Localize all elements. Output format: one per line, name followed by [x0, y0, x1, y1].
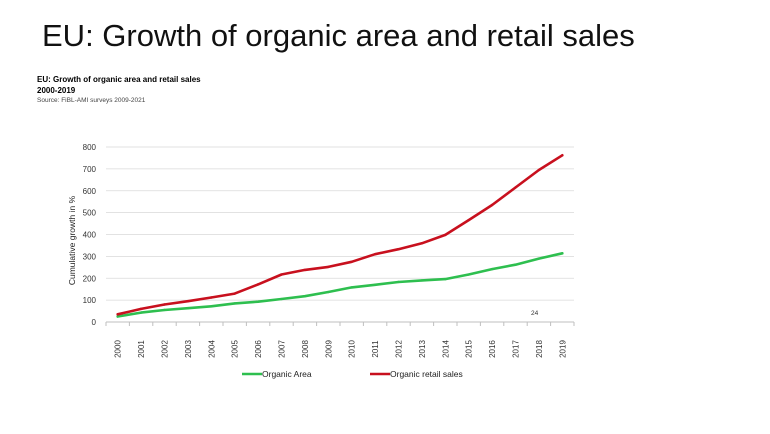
chart-title: EU: Growth of organic area and retail sa…: [37, 75, 201, 84]
data-point: [373, 252, 377, 256]
series-line-organic-area: [116, 252, 564, 318]
x-tick-label: 2013: [418, 340, 427, 358]
x-tick-label: 2017: [512, 340, 521, 358]
data-point: [163, 303, 166, 306]
x-tick-label: 2000: [114, 340, 123, 358]
y-tick-label: 300: [83, 252, 97, 261]
x-tick-label: 2009: [324, 340, 333, 358]
x-tick-label: 2003: [184, 340, 193, 358]
data-point: [490, 203, 494, 207]
x-tick-label: 2019: [558, 340, 567, 358]
data-point: [537, 168, 541, 172]
data-point: [561, 252, 564, 255]
y-tick-label: 600: [83, 187, 97, 196]
data-point: [350, 260, 353, 264]
y-axis-label: Cumulative growth in %: [67, 195, 77, 285]
legend-label: Organic retail sales: [390, 369, 463, 379]
series-line-organic-retail-sales: [116, 154, 564, 316]
x-tick-label: 2007: [278, 340, 287, 358]
data-point: [420, 242, 424, 245]
data-point: [233, 302, 236, 305]
data-point: [420, 279, 424, 282]
x-tick-label: 2015: [465, 340, 474, 358]
legend-label: Organic Area: [262, 369, 312, 379]
data-point: [561, 154, 564, 157]
chart-source: Source: FiBL-AMI surveys 2009-2021: [37, 97, 146, 104]
data-point: [490, 267, 494, 271]
data-point: [116, 313, 119, 316]
data-point: [139, 307, 143, 311]
x-tick-label: 2011: [371, 340, 380, 358]
data-point: [397, 247, 400, 251]
data-point: [537, 257, 541, 260]
data-point: [467, 218, 470, 222]
y-tick-label: 500: [83, 209, 97, 218]
data-point: [280, 297, 283, 301]
y-tick-label: 200: [83, 274, 97, 283]
data-point: [327, 265, 330, 269]
data-point: [467, 273, 470, 276]
data-point: [139, 311, 143, 314]
footer-strip: [0, 428, 770, 434]
data-point: [186, 307, 190, 310]
x-tick-label: 2010: [348, 340, 357, 358]
data-point: [444, 277, 447, 281]
chart-subtitle: 2000-2019: [37, 86, 76, 95]
slide-title: EU: Growth of organic area and retail sa…: [42, 18, 635, 53]
x-tick-label: 2014: [441, 340, 450, 358]
x-tick-label: 2005: [231, 340, 240, 358]
chart-header: EU: Growth of organic area and retail sa…: [37, 74, 201, 105]
x-tick-label: 2002: [161, 340, 170, 358]
x-tick-label: 2016: [488, 340, 497, 358]
x-tick-label: 2006: [254, 340, 263, 358]
x-tick-label: 2004: [207, 340, 216, 358]
data-point: [256, 283, 260, 286]
y-tick-label: 400: [83, 231, 97, 240]
data-point: [210, 305, 213, 308]
data-point: [444, 233, 447, 237]
y-tick-label: 800: [83, 143, 97, 152]
data-point: [514, 186, 517, 189]
data-point: [186, 300, 190, 303]
data-point: [163, 308, 166, 312]
x-tick-label: 2012: [395, 340, 404, 358]
y-tick-label: 100: [83, 296, 97, 305]
data-point: [397, 280, 400, 284]
data-point: [327, 290, 330, 294]
data-point: [350, 286, 353, 289]
y-tick-label: 0: [92, 318, 97, 327]
data-point: [303, 294, 307, 298]
y-tick-label: 700: [83, 165, 97, 174]
data-point: [210, 296, 213, 299]
data-point: [116, 315, 119, 318]
data-point: [233, 292, 236, 295]
data-point: [373, 283, 377, 287]
x-tick-label: 2018: [535, 340, 544, 358]
x-tick-label: 2001: [137, 340, 146, 358]
data-point: [280, 273, 283, 276]
data-point: [256, 300, 260, 303]
page-number: 24: [531, 310, 539, 317]
x-tick-label: 2008: [301, 340, 310, 358]
data-point: [303, 268, 307, 272]
data-point: [514, 263, 517, 266]
